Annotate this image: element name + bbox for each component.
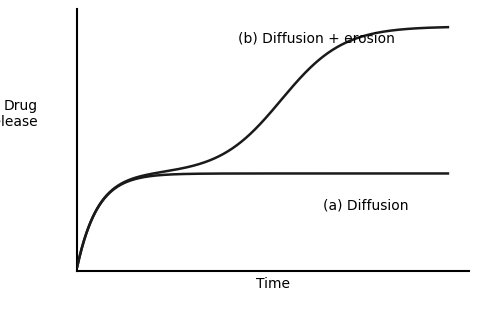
Text: (a) Diffusion: (a) Diffusion xyxy=(323,198,408,212)
X-axis label: Time: Time xyxy=(256,277,290,291)
Y-axis label: Drug
release: Drug release xyxy=(0,99,38,129)
Text: (b) Diffusion + erosion: (b) Diffusion + erosion xyxy=(238,32,395,46)
